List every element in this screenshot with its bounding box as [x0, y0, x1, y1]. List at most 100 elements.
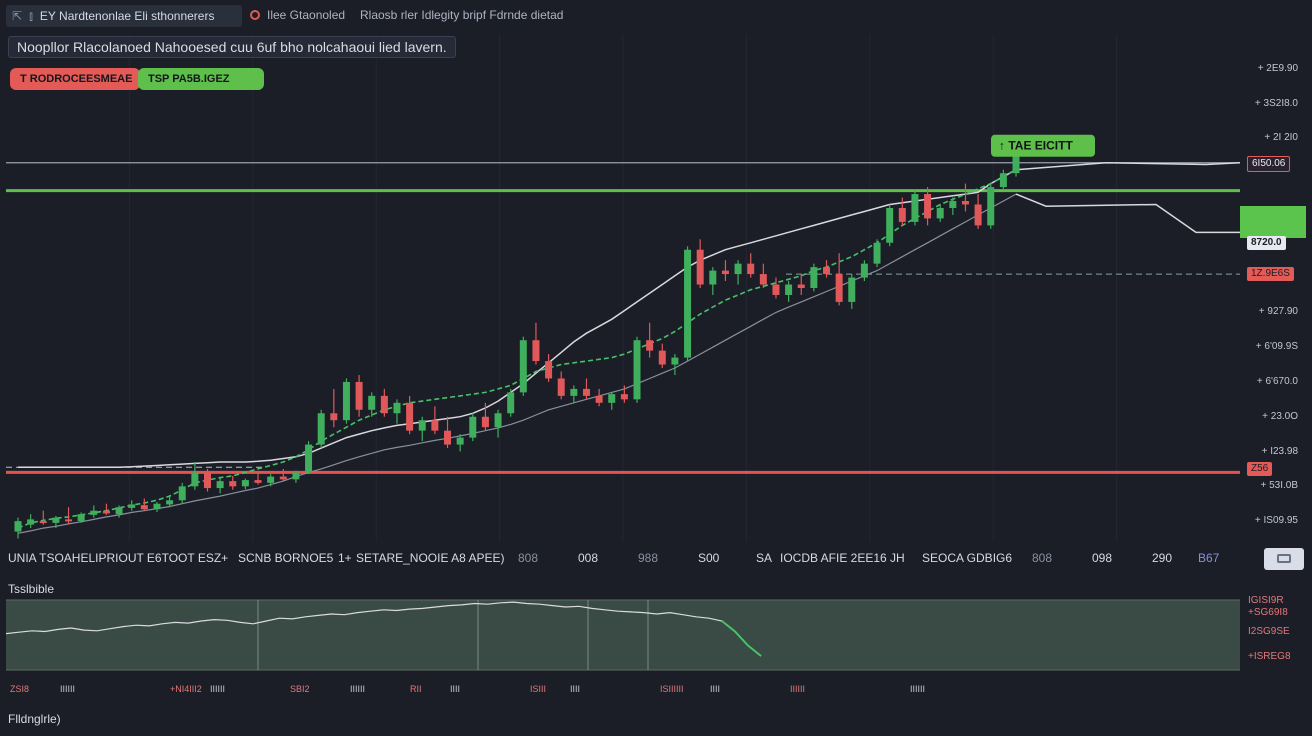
buy-badge[interactable]: TSP PA5B.IGEZ [138, 68, 264, 90]
indicator-tick: +ISREG8 [1248, 651, 1291, 663]
candle-bull [507, 392, 515, 414]
candle-bull [886, 207, 894, 243]
time-label: SEOCA GDBIG6 [922, 551, 1013, 565]
candle-bull [494, 413, 502, 428]
candle-bull [1012, 155, 1020, 174]
price-tag: Z56 [1247, 461, 1273, 476]
candle-bear [65, 519, 73, 522]
candle-bull [949, 201, 957, 208]
indicator-time-label: IIII [710, 684, 721, 694]
candle-bull [216, 481, 224, 489]
time-label: SETARE_NOOIE A8 APEE) [356, 551, 505, 565]
candle-bull [848, 277, 856, 302]
candle-bull [734, 263, 742, 275]
candle-bear [406, 402, 414, 431]
price-tag: 8720.0 [1247, 235, 1286, 250]
indicator-tick: IGISI9R [1248, 595, 1284, 607]
price-tick: + 2I 2I0 [1264, 132, 1298, 144]
price-tag: 1Z.9E6S [1247, 267, 1294, 282]
indicator-time-label: IIIIII [790, 684, 806, 694]
resistance-price-tag [1240, 206, 1306, 238]
record-label: Ilee Gtaonoled [267, 8, 346, 22]
price-tick: + 23.0O [1262, 410, 1298, 422]
candle-bear [254, 480, 262, 483]
candle-bear [203, 472, 211, 489]
candle-bear [140, 505, 148, 510]
symbol-selector[interactable]: ⇱ ⫾ EY Nardtenonlae Eli sthonnerers [6, 5, 242, 27]
candle-bull [267, 476, 275, 483]
time-axis: UNIA TSOAHELIPRIOUT E6TOOT ESZ+ SCNB BORN… [8, 551, 1238, 569]
candle-bear [696, 249, 704, 285]
candle-bull [873, 242, 881, 264]
cursor-icon[interactable]: ⇱ [12, 9, 23, 23]
ma-fast-line [17, 169, 1017, 529]
time-label: SCNB BORNOE5 [238, 551, 334, 565]
time-label: B67 [1198, 551, 1220, 565]
candle-bull [684, 249, 692, 358]
candle-bear [772, 284, 780, 295]
candle-bear [797, 284, 805, 288]
candle-bull [709, 270, 717, 285]
time-label: 808 [1032, 551, 1053, 565]
screenshot-button[interactable] [1264, 548, 1304, 570]
time-label: 008 [578, 551, 599, 565]
chart-title: Noopllor Rlacolanoed Nahooesed cuu 6uf b… [8, 36, 456, 58]
record-icon[interactable] [250, 10, 260, 20]
indicator-line-tail [721, 620, 762, 657]
indicator-time-label: RII [410, 684, 422, 694]
price-tick: + I23.98 [1261, 445, 1298, 457]
symbol-label: EY Nardtenonlae Eli sthonnerers [39, 9, 215, 23]
indicator-line [6, 601, 762, 657]
candle-bull [77, 514, 85, 522]
candle-bull [936, 207, 944, 219]
candle-bull [178, 486, 186, 501]
trend-line [18, 169, 1017, 468]
price-tick: + 2E9.90 [1257, 62, 1298, 74]
candle-bull [128, 504, 136, 508]
candle-bull [911, 194, 919, 222]
candle-bull [115, 507, 123, 515]
candle-bear [620, 394, 628, 400]
candle-bear [380, 395, 388, 414]
time-label: 808 [518, 551, 539, 565]
chart-type-icon[interactable]: ⫾ [29, 8, 33, 23]
candle-bear [924, 194, 932, 219]
candle-bear [747, 263, 755, 275]
price-tick: + 6'09.9S [1255, 341, 1298, 353]
time-label: IOCDB AFIE 2EE16 JH [780, 551, 905, 565]
indicator-time-label: IIIIII [60, 684, 76, 694]
candle-bear [39, 521, 47, 524]
candle-bear [330, 413, 338, 421]
indicator-time-axis: ZSI8 IIIIII +NI4III2 IIIIII SBI2 IIIIII RII III… [10, 684, 1240, 696]
candle-bull [987, 187, 995, 226]
candle-bear [961, 201, 969, 205]
time-label: SA [756, 551, 773, 565]
candle-bear [582, 388, 590, 396]
candle-bull [633, 340, 641, 400]
time-label: 1+ [338, 551, 352, 565]
indicator-panel[interactable] [6, 576, 1246, 682]
candle-bear [595, 395, 603, 403]
record-control[interactable]: Ilee Gtaonoled [250, 8, 345, 22]
candle-bull [393, 402, 401, 414]
candle-bull [191, 472, 199, 487]
candle-bull [671, 357, 679, 365]
candle-bear [823, 267, 831, 275]
candle-bear [974, 204, 982, 226]
candle-bear [646, 340, 654, 351]
candle-bear [355, 381, 363, 410]
indicator-time-label: IIII [570, 684, 581, 694]
top-annotation: ↑ TAE EICITT [991, 134, 1095, 157]
indicator-time-label: +NI4III2 [170, 684, 202, 694]
candle-bull [608, 394, 616, 403]
price-chart[interactable]: ↑ TAE EICITT [6, 34, 1240, 542]
time-label: S00 [698, 551, 720, 565]
candle-bull [317, 413, 325, 445]
footer-label: Flldnglrle) [8, 712, 61, 726]
candle-bull [456, 437, 464, 445]
sell-badge[interactable]: T RODROCEESMEAE [10, 68, 140, 90]
candle-bear [481, 416, 489, 428]
candle-bull [810, 267, 818, 288]
time-label: 098 [1092, 551, 1113, 565]
candle-bull [90, 510, 98, 515]
